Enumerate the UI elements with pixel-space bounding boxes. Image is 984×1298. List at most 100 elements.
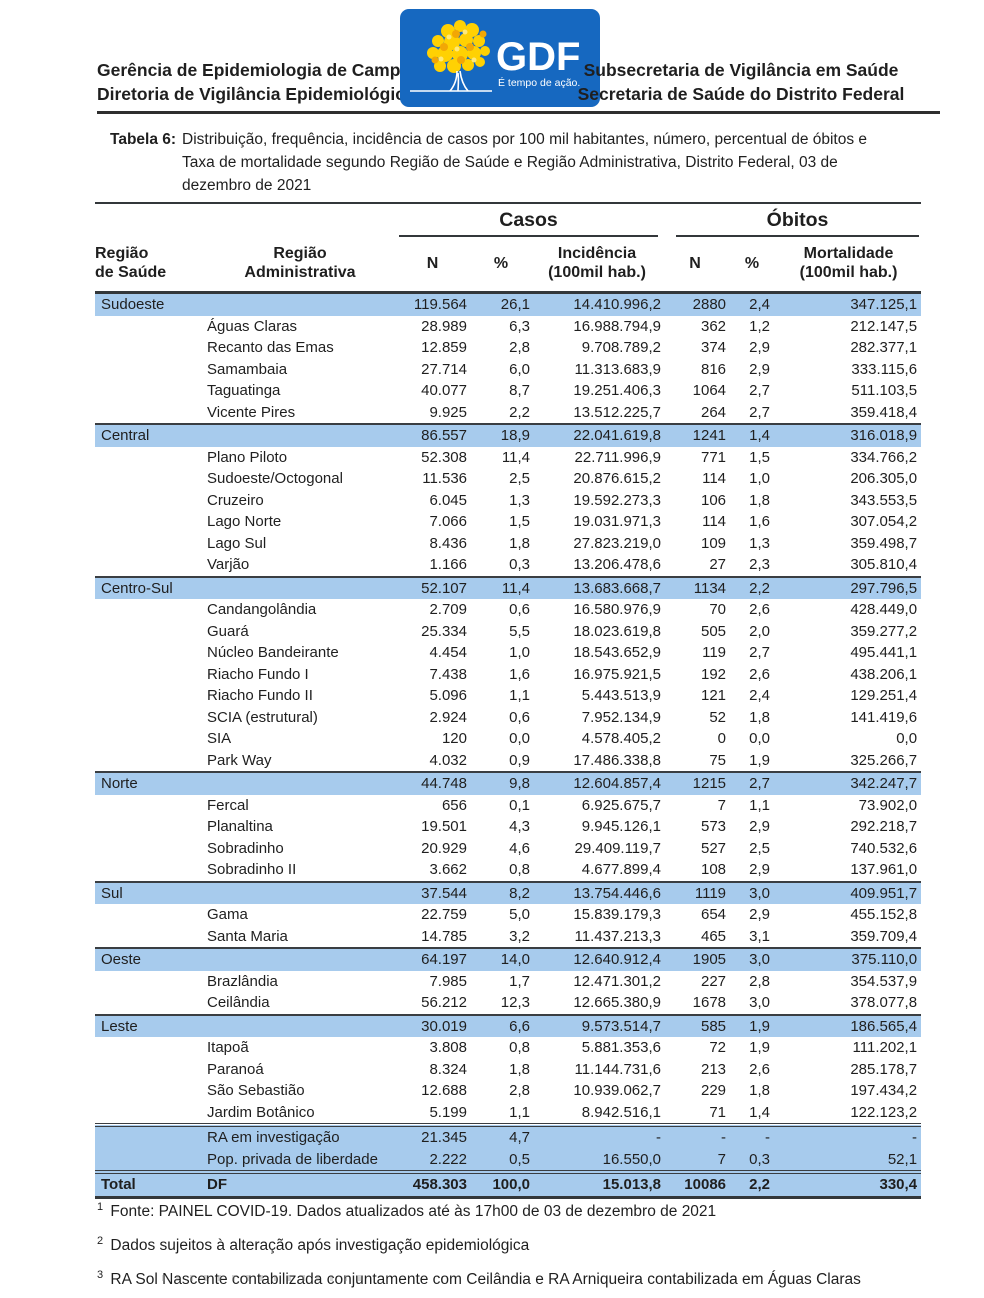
cell-regiao-saude [95, 447, 205, 469]
table-row: Total DF 458.303 100,0 15.013,8 10086 2,… [95, 1170, 922, 1197]
table-row: Park Way 4.032 0,9 17.486.338,8 75 1,9 3… [95, 750, 921, 773]
cell-regiao-administrativa: Riacho Fundo II [207, 687, 313, 704]
cell-casos-pct: 4,3 [509, 818, 530, 835]
org-right-line1: Subsecretaria de Vigilância em Saúde [583, 60, 899, 80]
table-row: Sudoeste/Octogonal 11.536 2,5 20.876.615… [95, 468, 921, 490]
cell-casos-n: 4.032 [429, 751, 467, 769]
col-header-casos-n: N [395, 237, 470, 294]
cell-obitos-pct: 2,5 [749, 839, 771, 857]
cell-casos-n: 7.066 [429, 513, 467, 530]
cell-casos-pct: 100,0 [470, 1170, 532, 1197]
cell-casos-n: 12.859 [421, 339, 467, 356]
cell-casos-n: 19.501 [421, 818, 467, 835]
cell-obitos-n: 654 [700, 906, 727, 923]
cell-mortalidade: 305.810,4 [850, 556, 918, 573]
cell-incidencia: 13.206.478,6 [573, 556, 662, 573]
cell-incidencia: 6.925.675,7 [581, 796, 662, 814]
cell-regiao-saude: Norte [95, 771, 205, 795]
table-row: Fercal 656 0,1 6.925.675,7 7 1,1 73.902,… [95, 795, 921, 817]
cell-obitos-pct: 3,1 [749, 927, 771, 945]
cell-regiao-administrativa: DF [205, 1170, 395, 1197]
cell-regiao-administrativa: Jardim Botânico [207, 1103, 315, 1121]
cell-incidencia: 15.013,8 [532, 1170, 663, 1197]
cell-casos-n: 8.324 [429, 1060, 467, 1078]
cell-incidencia: 27.823.219,0 [573, 534, 662, 552]
cell-mortalidade: 316.018,9 [776, 423, 922, 447]
cell-incidencia: 13.683.668,7 [532, 575, 663, 599]
cell-casos-pct: 0,5 [470, 1148, 532, 1172]
cell-incidencia: 10.939.062,7 [573, 1082, 662, 1099]
cell-casos-pct: 9,8 [470, 771, 532, 795]
cell-regiao-saude [95, 359, 205, 381]
table-row: Plano Piloto 52.308 11,4 22.711.996,9 77… [95, 447, 921, 469]
cell-obitos-n: 527 [700, 839, 727, 857]
cell-obitos-pct: 2,4 [728, 292, 777, 316]
cell-regiao-saude [95, 1123, 205, 1149]
cell-casos-n: 52.308 [421, 448, 467, 466]
table-row: Lago Sul 8.436 1,8 27.823.219,0 109 1,3 … [95, 533, 921, 555]
cell-regiao-saude: Sudoeste [95, 292, 205, 316]
col-header-regiao-saude: Região de Saúde [95, 237, 205, 294]
cell-mortalidade: 342.247,7 [776, 771, 922, 795]
footnote-sup: 2 [97, 1235, 104, 1248]
cell-obitos-pct: 1,8 [749, 1082, 771, 1099]
cell-obitos-n: 505 [700, 622, 727, 640]
cell-casos-pct: 6,0 [509, 360, 530, 378]
cell-obitos-pct: 1,2 [749, 317, 771, 335]
cell-obitos-pct: 2,6 [749, 601, 771, 618]
cell-casos-pct: 0,0 [509, 730, 530, 747]
cell-regiao-saude [95, 533, 205, 555]
col-header-casos-pct: % [470, 237, 532, 294]
cell-mortalidade: 325.266,7 [850, 751, 918, 769]
cell-incidencia: 12.604.857,4 [532, 771, 663, 795]
cell-mortalidade: 438.206,1 [850, 665, 918, 683]
cell-mortalidade: 511.103,5 [851, 382, 918, 399]
cell-mortalidade: 354.537,9 [850, 972, 918, 990]
org-left-line2: Diretoria de Vigilância Epidemiológica [97, 84, 415, 104]
cell-incidencia: 16.580.976,9 [573, 601, 662, 618]
cell-obitos-pct: 1,3 [749, 534, 771, 552]
cell-obitos-n: 1905 [662, 947, 729, 971]
cell-obitos-pct: 2,7 [749, 403, 771, 421]
cell-casos-n: 6.045 [429, 491, 467, 509]
table-row: SIA 120 0,0 4.578.405,2 0 0,0 0,0 [95, 728, 921, 750]
group-header-casos: Casos [395, 203, 662, 237]
gdf-logo: GDF É tempo de ação. [400, 9, 600, 107]
cell-regiao-administrativa: Cruzeiro [207, 491, 264, 509]
cell-casos-n: 27.714 [421, 360, 467, 378]
cell-mortalidade: 359.498,7 [850, 534, 918, 552]
cell-casos-n: 21.345 [395, 1123, 470, 1149]
cell-incidencia: - [532, 1123, 663, 1149]
cell-regiao-saude [95, 664, 205, 686]
cell-casos-pct: 0,8 [509, 861, 530, 878]
cell-obitos-pct: 1,5 [749, 448, 771, 466]
cell-regiao-administrativa: Riacho Fundo I [207, 665, 309, 683]
cell-incidencia: 8.942.516,1 [581, 1103, 662, 1121]
cell-regiao-administrativa: Núcleo Bandeirante [207, 644, 339, 661]
cell-obitos-pct: 1,4 [728, 423, 777, 447]
table-row: Ceilândia 56.212 12,3 12.665.380,9 1678 … [95, 992, 921, 1015]
cell-casos-pct: 14,0 [470, 947, 532, 971]
cell-casos-n: 22.759 [421, 906, 467, 923]
cell-casos-n: 119.564 [395, 292, 470, 316]
cell-casos-n: 3.662 [429, 861, 467, 878]
table-row: Taguatinga 40.077 8,7 19.251.406,3 1064 … [95, 380, 921, 402]
cell-regiao-saude [95, 468, 205, 490]
cell-obitos-pct: 1,9 [749, 1039, 771, 1056]
org-left-block: Gerência de Epidemiologia de Campo Diret… [97, 58, 427, 106]
cell-casos-n: 64.197 [395, 947, 470, 971]
cell-incidencia: 5.881.353,6 [581, 1039, 662, 1056]
cell-casos-n: 37.544 [395, 880, 470, 904]
cell-incidencia: 19.251.406,3 [573, 382, 662, 399]
cell-mortalidade: 455.152,8 [850, 906, 918, 923]
cell-regiao-saude [95, 971, 205, 993]
cell-mortalidade: 409.951,7 [776, 880, 922, 904]
cell-casos-pct: 8,7 [509, 382, 530, 399]
cell-casos-n: 120 [441, 730, 467, 747]
cell-mortalidade: 122.123,2 [850, 1103, 918, 1121]
table-row: RA em investigação 21.345 4,7 - - - - [95, 1123, 922, 1149]
cell-regiao-saude [95, 1148, 205, 1172]
cell-obitos-pct: 2,4 [749, 687, 771, 704]
cell-regiao-administrativa: Ceilândia [207, 994, 270, 1011]
table-row: Jardim Botânico 5.199 1,1 8.942.516,1 71… [95, 1102, 921, 1126]
